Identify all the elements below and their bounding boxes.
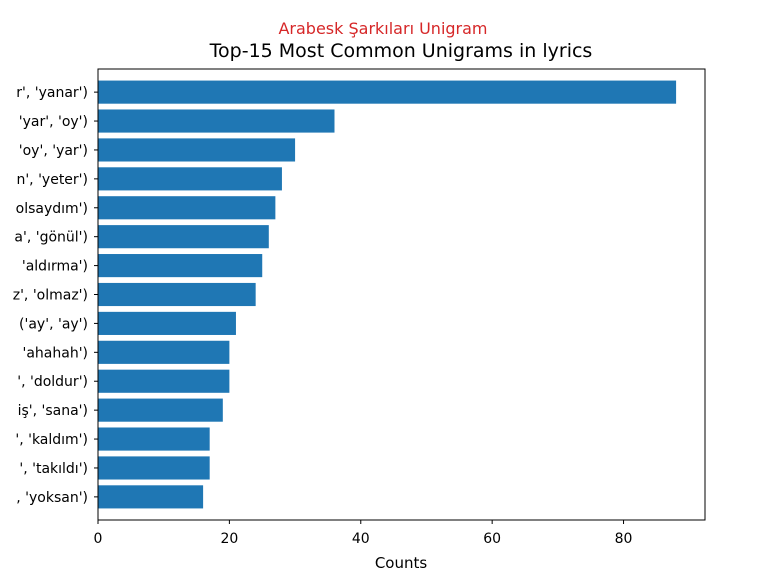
y-tick-label: a', 'gönül') (14, 230, 88, 246)
x-tick-label: 0 (94, 531, 103, 547)
bar (98, 167, 282, 191)
bar (98, 427, 210, 451)
bar (98, 456, 210, 480)
bar (98, 254, 263, 278)
bar (98, 398, 223, 422)
bar (98, 311, 236, 335)
y-tick-label: , 'yoksan') (16, 490, 88, 506)
y-tick-label: ', 'doldur') (17, 374, 88, 390)
x-ticks: 0 20 40 60 80 (94, 520, 633, 547)
bar (98, 109, 335, 133)
x-tick-label: 20 (220, 531, 238, 547)
y-tick-label: iş', 'sana') (18, 403, 88, 419)
x-axis-label: Counts (375, 554, 428, 572)
bar (98, 485, 204, 509)
x-tick-label: 40 (352, 531, 370, 547)
bar (98, 369, 230, 393)
y-tick-label: ', 'takıldı') (19, 461, 88, 477)
bar (98, 138, 296, 162)
x-tick-label: 60 (483, 531, 501, 547)
y-tick-label: 'oy', 'yar') (19, 143, 88, 159)
bar (98, 225, 269, 249)
y-tick-label: 'yar', 'oy') (19, 114, 88, 130)
y-tick-label: olsaydım') (16, 201, 88, 217)
y-tick-label: ('ay', 'ay') (19, 316, 88, 332)
bar (98, 196, 276, 220)
y-tick-label: 'aldırma') (22, 259, 88, 275)
y-tick-label: 'ahahah') (22, 345, 88, 361)
bar (98, 80, 677, 104)
bar (98, 340, 230, 364)
plot-frame (97, 68, 706, 521)
x-tick-label: 80 (615, 531, 633, 547)
bar (98, 282, 256, 307)
chart-super-title: Arabesk Şarkıları Unigram (278, 19, 487, 38)
y-tick-label: z', 'olmaz') (13, 288, 88, 304)
y-tick-label: n', 'yeter') (16, 172, 88, 188)
y-tick-labels: r', 'yanar') 'yar', 'oy') 'oy', 'yar') n', … (13, 85, 98, 506)
bars-group (98, 80, 677, 509)
y-tick-label: r', 'yanar') (16, 85, 88, 101)
chart-title: Top-15 Most Common Unigrams in lyrics (209, 40, 593, 62)
y-tick-label: ', 'kaldım') (15, 432, 88, 448)
